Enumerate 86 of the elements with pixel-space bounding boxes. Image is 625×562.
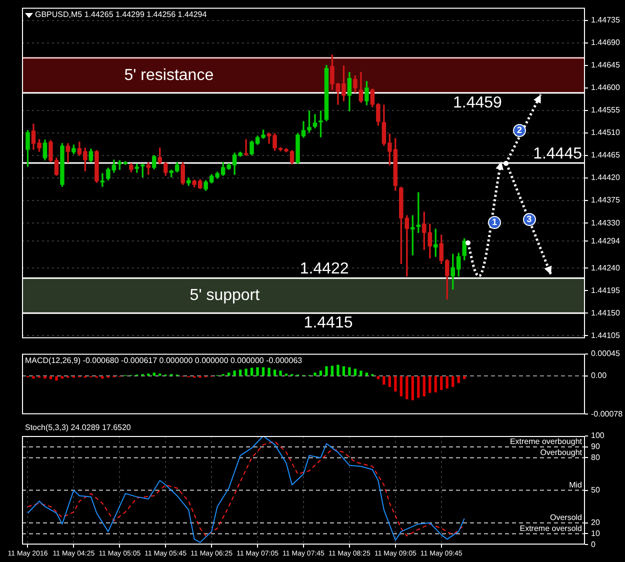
y-tick-label: 20: [591, 518, 600, 528]
chart-title: Stoch(5,3,3) 24.0289 17.6520: [25, 423, 132, 432]
bar: [325, 366, 328, 376]
bar: [44, 376, 46, 379]
y-tick-label: 1.44150: [591, 308, 620, 318]
y-tick-label: 1.44510: [591, 128, 620, 138]
bar: [457, 376, 460, 384]
candlestick: [244, 139, 248, 156]
y-tick-label: 1.44555: [591, 106, 620, 115]
y-tick-label: -0.00078: [591, 409, 624, 418]
bar: [233, 370, 236, 376]
y-tick-label: 100: [591, 431, 605, 440]
bar: [101, 376, 104, 379]
ref-line-label: 1.4415: [304, 314, 353, 332]
y-tick-label: 50: [591, 486, 600, 495]
candlestick: [100, 173, 105, 187]
chart-title: MACD(12,26,9) -0.000680 -0.000617 0.000000 0.000000 0.000000 -0.000063: [25, 356, 303, 366]
bar: [382, 376, 386, 385]
bar: [268, 368, 270, 376]
bar: [348, 367, 351, 376]
bar: [273, 370, 276, 376]
bar: [463, 376, 466, 380]
bar: [434, 376, 437, 392]
y-tick-label: 10: [591, 528, 600, 538]
chart-title: GBPUSD,M5 1.44265 1.44299 1.44256 1.44294: [35, 10, 208, 20]
bar: [244, 368, 248, 376]
bar: [440, 376, 443, 390]
bar: [279, 370, 282, 376]
bar: [314, 372, 316, 376]
bar: [388, 376, 392, 388]
bar: [342, 366, 346, 376]
band-label: 5' resistance: [124, 66, 214, 84]
bar: [152, 372, 156, 376]
bar: [452, 376, 454, 388]
y-tick-label: 1.44420: [591, 173, 620, 182]
bar: [227, 372, 230, 376]
bar: [400, 376, 402, 396]
y-tick-label: 90: [591, 442, 600, 452]
y-tick-label: 1.44735: [591, 16, 620, 25]
bar: [32, 376, 35, 379]
annotation: 2: [513, 124, 526, 137]
y-tick-label: 80: [591, 452, 600, 462]
y-tick-label: 1.44240: [591, 263, 620, 272]
y-tick-label: 1.44690: [591, 38, 620, 48]
ref-line-label: Mid: [569, 480, 582, 490]
bar: [256, 367, 259, 376]
bar: [417, 376, 420, 398]
bar: [330, 366, 334, 376]
band-label: 5' support: [190, 287, 260, 304]
y-tick-label: 0.00045: [591, 349, 620, 358]
bar: [49, 376, 52, 380]
bar: [238, 370, 242, 376]
bar: [354, 368, 357, 376]
bar: [428, 376, 432, 393]
y-tick-label: 0: [591, 540, 596, 549]
annotation: 3: [522, 212, 536, 226]
ref-line-label: 1.4422: [300, 260, 349, 278]
bar: [250, 368, 254, 376]
y-tick-label: 1.44330: [591, 218, 620, 228]
ref-line-label: Extreme overbought: [510, 437, 583, 446]
ref-line-label: 1.4459: [453, 94, 502, 112]
ref-line-label: Extreme oversold: [520, 524, 582, 533]
ref-line-label: Overbought: [540, 448, 583, 457]
y-tick-label: 1.44375: [591, 196, 620, 205]
bar: [365, 372, 368, 376]
bar: [411, 376, 414, 400]
y-tick-label: 0.00: [591, 371, 608, 380]
bar: [376, 376, 380, 380]
y-tick-label: 1.44294: [591, 236, 620, 246]
y-tick-label: 1.44105: [591, 330, 620, 340]
annotation: 1: [488, 216, 502, 230]
y-tick-label: 1.44645: [591, 60, 620, 70]
y-tick-label: 1.44465: [591, 150, 620, 160]
y-tick-label: 1.44600: [591, 83, 620, 92]
bar: [360, 370, 362, 376]
bar: [394, 376, 397, 392]
ref-line-label: Oversold: [550, 513, 582, 522]
bar: [55, 376, 58, 381]
y-tick-label: 1.44195: [591, 286, 620, 295]
bar: [446, 376, 448, 389]
bar: [336, 364, 340, 376]
ref-line-label: 1.4445: [533, 145, 582, 162]
bar: [262, 367, 265, 376]
bar: [406, 376, 408, 400]
bar: [422, 376, 426, 396]
bar: [319, 370, 322, 376]
